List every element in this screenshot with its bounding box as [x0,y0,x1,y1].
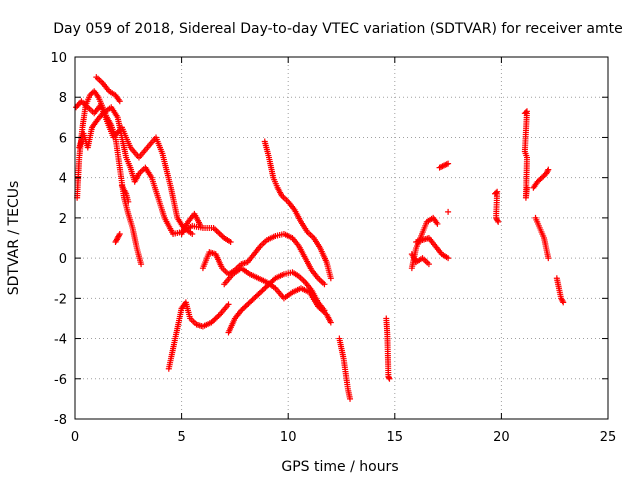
data-point [425,261,432,268]
data-point [559,298,566,305]
data-point [445,255,452,262]
data-point [225,301,232,308]
data-point [116,232,123,239]
chart-title: Day 059 of 2018, Sidereal Day-to-day VTE… [53,21,623,37]
x-tick-label: 25 [600,430,617,445]
data-point [545,166,552,173]
x-axis-title: GPS time / hours [281,459,398,475]
plot-frame [74,56,609,420]
axis-ticks: 0 5 10 15 20 25 -8 -6 -4 -2 0 2 4 6 8 10 [50,51,616,445]
data-point [347,395,354,402]
y-tick-label: -4 [54,333,67,348]
y-tick-label: 2 [59,212,67,227]
x-tick-label: 0 [71,430,79,445]
y-tick-label: -6 [54,373,67,388]
data-point [138,261,145,268]
x-tick-label: 10 [280,430,297,445]
data-points [73,74,567,402]
data-point [495,218,502,225]
data-point [434,220,441,227]
data-point [523,184,530,191]
data-point [386,375,393,382]
data-point [493,189,500,196]
data-point [522,109,529,116]
y-tick-label: 0 [59,252,67,267]
data-point [116,98,123,105]
data-point [327,275,334,282]
y-tick-label: 8 [59,91,67,106]
x-tick-label: 15 [387,430,404,445]
y-tick-label: 10 [50,51,67,66]
x-tick-label: 20 [493,430,510,445]
data-point [327,319,334,326]
y-axis-title: SDTVAR / TECUs [6,181,22,296]
data-point [125,198,132,205]
data-point [227,239,234,246]
y-tick-label: -8 [54,413,67,428]
data-point [445,160,452,167]
y-tick-label: -2 [54,292,67,307]
data-point [197,222,204,229]
data-point [560,299,567,306]
data-point [544,167,551,174]
data-point [545,255,552,262]
y-tick-label: 4 [59,172,67,187]
data-point [321,281,328,288]
data-point [189,230,196,237]
data-point [494,217,501,224]
data-point [445,208,452,215]
data-point [116,230,123,237]
y-tick-label: 6 [59,131,67,146]
x-tick-label: 5 [177,430,185,445]
